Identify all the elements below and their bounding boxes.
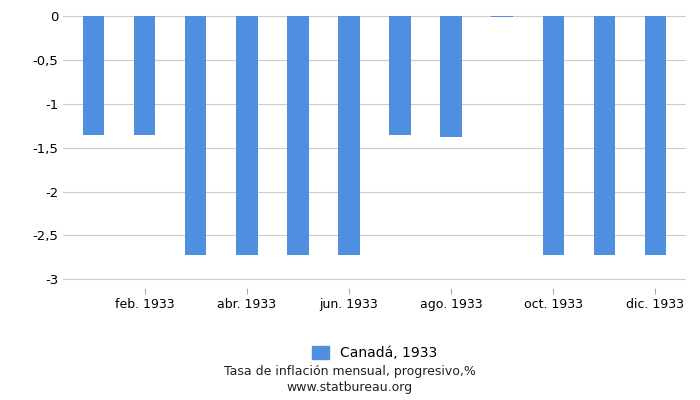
Bar <box>236 16 258 255</box>
Bar <box>185 16 206 255</box>
Bar <box>134 16 155 135</box>
Bar <box>594 16 615 255</box>
Text: www.statbureau.org: www.statbureau.org <box>287 381 413 394</box>
Bar <box>83 16 104 135</box>
Bar <box>338 16 360 255</box>
Legend: Canadá, 1933: Canadá, 1933 <box>305 339 444 367</box>
Bar <box>389 16 411 135</box>
Bar <box>491 16 513 17</box>
Bar <box>287 16 309 255</box>
Bar <box>542 16 564 255</box>
Text: Tasa de inflación mensual, progresivo,%: Tasa de inflación mensual, progresivo,% <box>224 365 476 378</box>
Bar <box>440 16 462 137</box>
Bar <box>645 16 666 255</box>
